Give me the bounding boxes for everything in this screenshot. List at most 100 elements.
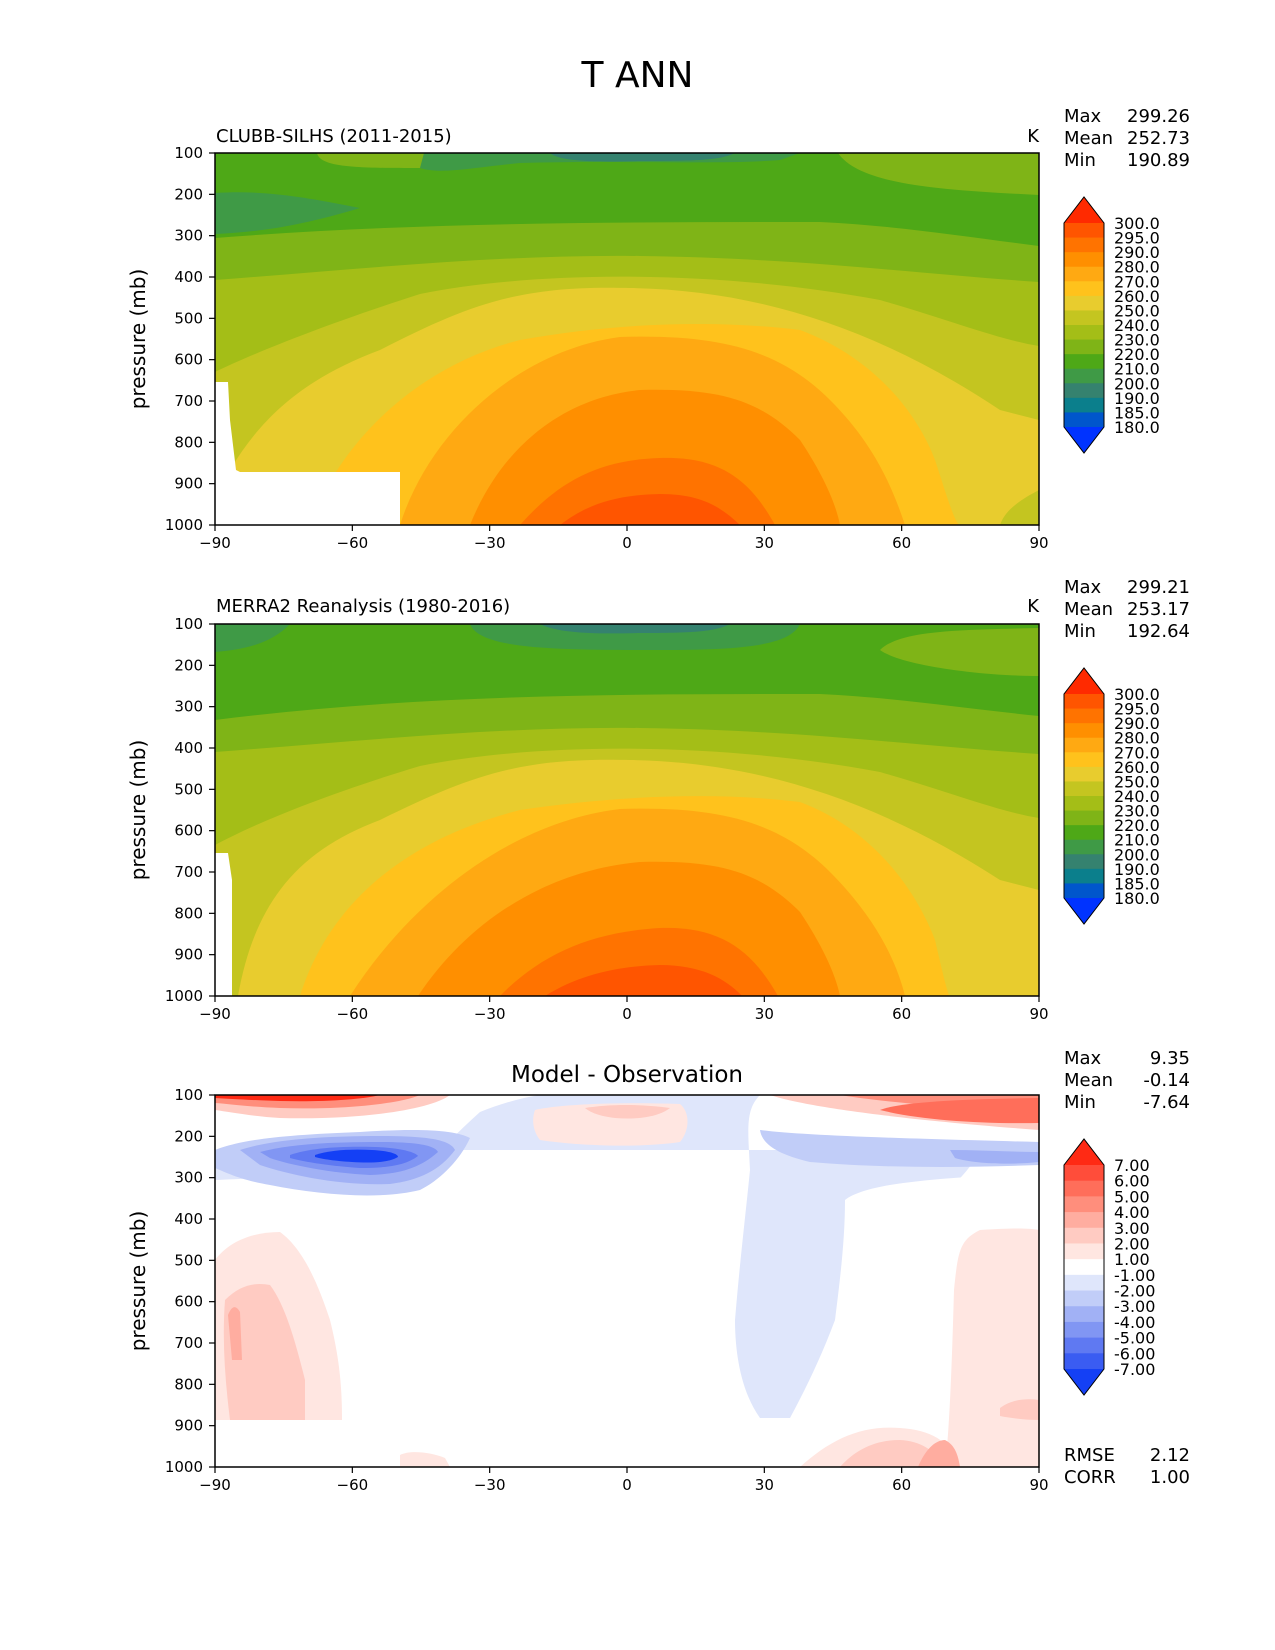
colorbar-segment (1064, 723, 1104, 739)
colorbar-segment (1064, 1337, 1104, 1354)
colorbar: 300.0295.0290.0280.0270.0260.0250.0240.0… (1063, 196, 1160, 454)
colorbar-segment (1064, 854, 1104, 870)
colorbar-extend-bottom (1064, 898, 1104, 924)
colorbar-label: 200.0 (1114, 374, 1160, 393)
colorbar-segment (1064, 237, 1104, 253)
stat-value: 9.35 (1150, 1048, 1190, 1069)
panel-subtitle-model: CLUBB-SILHS (2011-2015) (216, 126, 452, 147)
x-tick-label: 30 (755, 1005, 774, 1023)
panel-subtitle-observation: MERRA2 Reanalysis (1980-2016) (216, 596, 510, 617)
x-tick-label: 0 (622, 1005, 632, 1023)
colorbar-label: 210.0 (1114, 831, 1160, 850)
panel-difference: Model - Observation pressure (mb) −90 −60… (126, 1062, 1049, 1494)
colorbar-label: 230.0 (1114, 802, 1160, 821)
colorbar-segment (1064, 1180, 1104, 1197)
y-tick-label: 900 (174, 475, 203, 493)
colorbar-segment (1064, 252, 1104, 268)
y-tick-label: 600 (174, 351, 203, 369)
y-tick-label: 400 (174, 1210, 203, 1228)
y-tick-label: 700 (174, 392, 203, 410)
colorbar-segment (1064, 883, 1104, 899)
stat-value: 299.26 (1127, 106, 1190, 127)
colorbar-segment (1064, 839, 1104, 855)
colorbar-label: 210.0 (1114, 360, 1160, 379)
colorbar-label: 185.0 (1114, 874, 1160, 893)
colorbar-segment (1064, 1353, 1104, 1370)
colorbar-extend-bottom (1064, 1369, 1104, 1395)
colorbar-label: 280.0 (1114, 258, 1160, 277)
y-tick-label: 100 (174, 1086, 203, 1104)
x-tick-label: 0 (622, 1476, 632, 1494)
colorbar-extend-top (1064, 197, 1104, 223)
colorbar-segment (1064, 1196, 1104, 1213)
colorbar-label: -5.00 (1114, 1329, 1155, 1348)
colorbar-label: 280.0 (1114, 729, 1160, 748)
y-tick-label: 500 (174, 309, 203, 327)
y-tick-label: 500 (174, 780, 203, 798)
y-tick-label: 300 (174, 1169, 203, 1187)
colorbar-label: -6.00 (1114, 1344, 1155, 1363)
x-tick-label: −60 (337, 1005, 369, 1023)
colorbar-segment (1064, 708, 1104, 724)
y-tick-label: 800 (174, 433, 203, 451)
colorbar-segment (1064, 1321, 1104, 1339)
colorbar-segment (1064, 368, 1104, 384)
stat-label: Max (1064, 1048, 1102, 1069)
panel-title-difference: Model - Observation (511, 1062, 743, 1088)
colorbar-label: 5.00 (1114, 1187, 1150, 1206)
y-tick-label: 800 (174, 1375, 203, 1393)
colorbar-label: 300.0 (1114, 685, 1160, 704)
y-tick-label: 1000 (165, 1458, 203, 1476)
colorbar-label: 190.0 (1114, 389, 1160, 408)
contour-field-model (215, 153, 1039, 525)
colorbar-segment (1064, 383, 1104, 399)
x-tick-label: −30 (474, 1476, 506, 1494)
colorbar-outline (1063, 196, 1105, 454)
stat-value: 1.00 (1150, 1467, 1190, 1488)
y-tick-label: 900 (174, 946, 203, 964)
colorbar-label: 200.0 (1114, 845, 1160, 864)
contour-field-difference (215, 1095, 1039, 1467)
colorbar-label: 300.0 (1114, 214, 1160, 233)
x-tick-label: −90 (199, 534, 231, 552)
stat-label: Min (1064, 1092, 1096, 1113)
colorbar-label: 3.00 (1114, 1219, 1150, 1238)
colorbar-label: 290.0 (1114, 243, 1160, 262)
stat-label: Mean (1064, 599, 1113, 620)
y-tick-label: 400 (174, 739, 203, 757)
colorbar-segment (1064, 223, 1104, 239)
colorbar-label: -7.00 (1114, 1360, 1155, 1379)
y-tick-label: 200 (174, 656, 203, 674)
colorbar-segment (1064, 325, 1104, 341)
x-tick-label: −60 (337, 534, 369, 552)
colorbar-label: -4.00 (1114, 1313, 1155, 1332)
colorbar-label: 295.0 (1114, 700, 1160, 719)
panel-model: CLUBB-SILHS (2011-2015) K pressure (mb) … (126, 126, 1049, 552)
x-tick-label: −30 (474, 1005, 506, 1023)
stat-value: 252.73 (1127, 128, 1190, 149)
colorbar-segment (1064, 1306, 1104, 1323)
colorbar-segment (1064, 766, 1104, 782)
colorbar-segment (1064, 796, 1104, 812)
colorbar-segment (1064, 868, 1104, 884)
colorbar-segment (1064, 310, 1104, 326)
colorbar-segment (1064, 810, 1104, 826)
colorbar-extend-top (1064, 668, 1104, 694)
stat-value: 190.89 (1127, 150, 1190, 171)
colorbar-segment (1064, 1274, 1104, 1292)
colorbar-extend-bottom (1064, 427, 1104, 453)
y-tick-label: 600 (174, 1293, 203, 1311)
colorbar-segment (1064, 281, 1104, 297)
colorbar-label: 250.0 (1114, 301, 1160, 320)
colorbar-label: 270.0 (1114, 743, 1160, 762)
y-tick-label: 600 (174, 822, 203, 840)
colorbar-segment (1064, 694, 1104, 710)
colorbar-label: 2.00 (1114, 1234, 1150, 1253)
y-tick-label: 400 (174, 268, 203, 286)
colorbar-segment (1064, 1259, 1104, 1276)
colorbar-label: 240.0 (1114, 787, 1160, 806)
colorbar-label: 295.0 (1114, 229, 1160, 248)
stat-label: Min (1064, 621, 1096, 642)
colorbar-label: 230.0 (1114, 331, 1160, 350)
x-tick-label: −90 (199, 1005, 231, 1023)
